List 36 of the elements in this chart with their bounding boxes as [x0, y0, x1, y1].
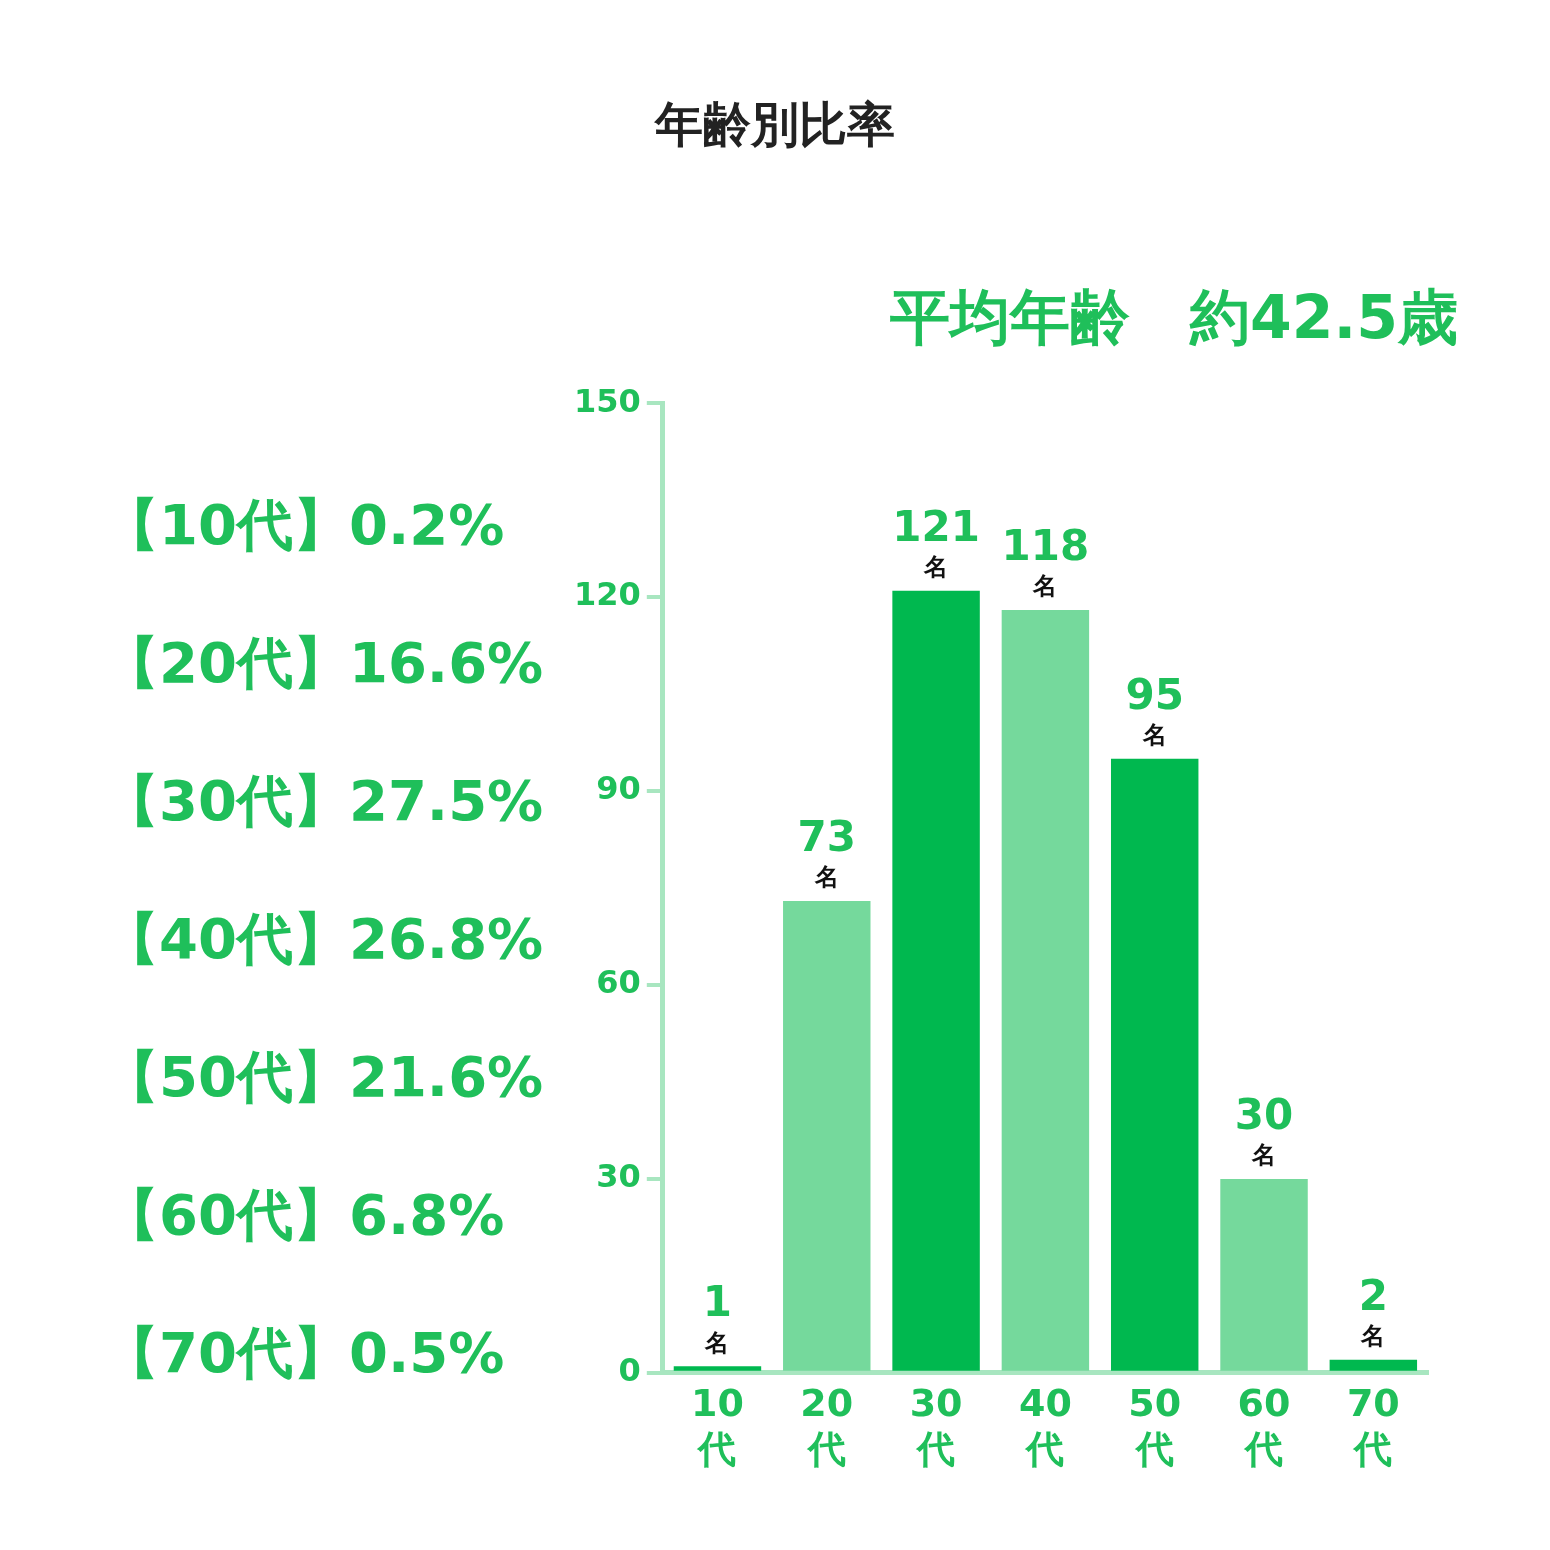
text: 【20代】16.6%	[103, 629, 545, 697]
chart-subtitle: 平均年齢 約42.5歳	[888, 281, 1458, 354]
bar	[1110, 758, 1199, 1371]
data-label: 73名	[797, 811, 856, 892]
x-tick-label: 60代	[1237, 1381, 1291, 1472]
y-tick-label: 120	[574, 575, 641, 614]
text: 【50代】21.6%	[103, 1043, 545, 1111]
x-tick-label: 40代	[1018, 1381, 1072, 1472]
text: 【70代】0.5%	[103, 1319, 506, 1387]
y-tick-label: 0	[618, 1351, 641, 1390]
x-tick-label: 30代	[909, 1381, 963, 1472]
text: 【30代】27.5%	[103, 767, 545, 835]
text: 【60代】6.8%	[103, 1181, 506, 1249]
data-label: 30名	[1234, 1089, 1294, 1170]
bar	[1220, 1178, 1308, 1371]
y-tick-label: 60	[596, 963, 641, 1002]
bar	[1329, 1359, 1418, 1371]
y-tick-label: 150	[574, 381, 641, 420]
data-label: 2名	[1358, 1270, 1388, 1351]
text: 【10代】0.2%	[103, 491, 506, 559]
data-label: 95名	[1125, 669, 1184, 749]
bar	[892, 590, 980, 1371]
x-tick-label: 10代	[691, 1381, 744, 1472]
x-tick-label: 50代	[1128, 1381, 1182, 1472]
x-tick-label: 70代	[1346, 1381, 1400, 1472]
bar	[783, 900, 871, 1371]
y-tick-label: 30	[596, 1157, 641, 1196]
text: 【40代】26.8%	[103, 905, 545, 973]
chart-title: 年齢別比率	[653, 95, 896, 154]
bar	[673, 1366, 762, 1371]
data-label: 118名	[1001, 520, 1090, 601]
x-tick-label: 20代	[800, 1381, 854, 1472]
data-label: 1名	[702, 1277, 733, 1357]
y-tick-label: 90	[596, 769, 641, 808]
data-label: 121名	[892, 501, 980, 581]
bar	[1001, 610, 1090, 1371]
